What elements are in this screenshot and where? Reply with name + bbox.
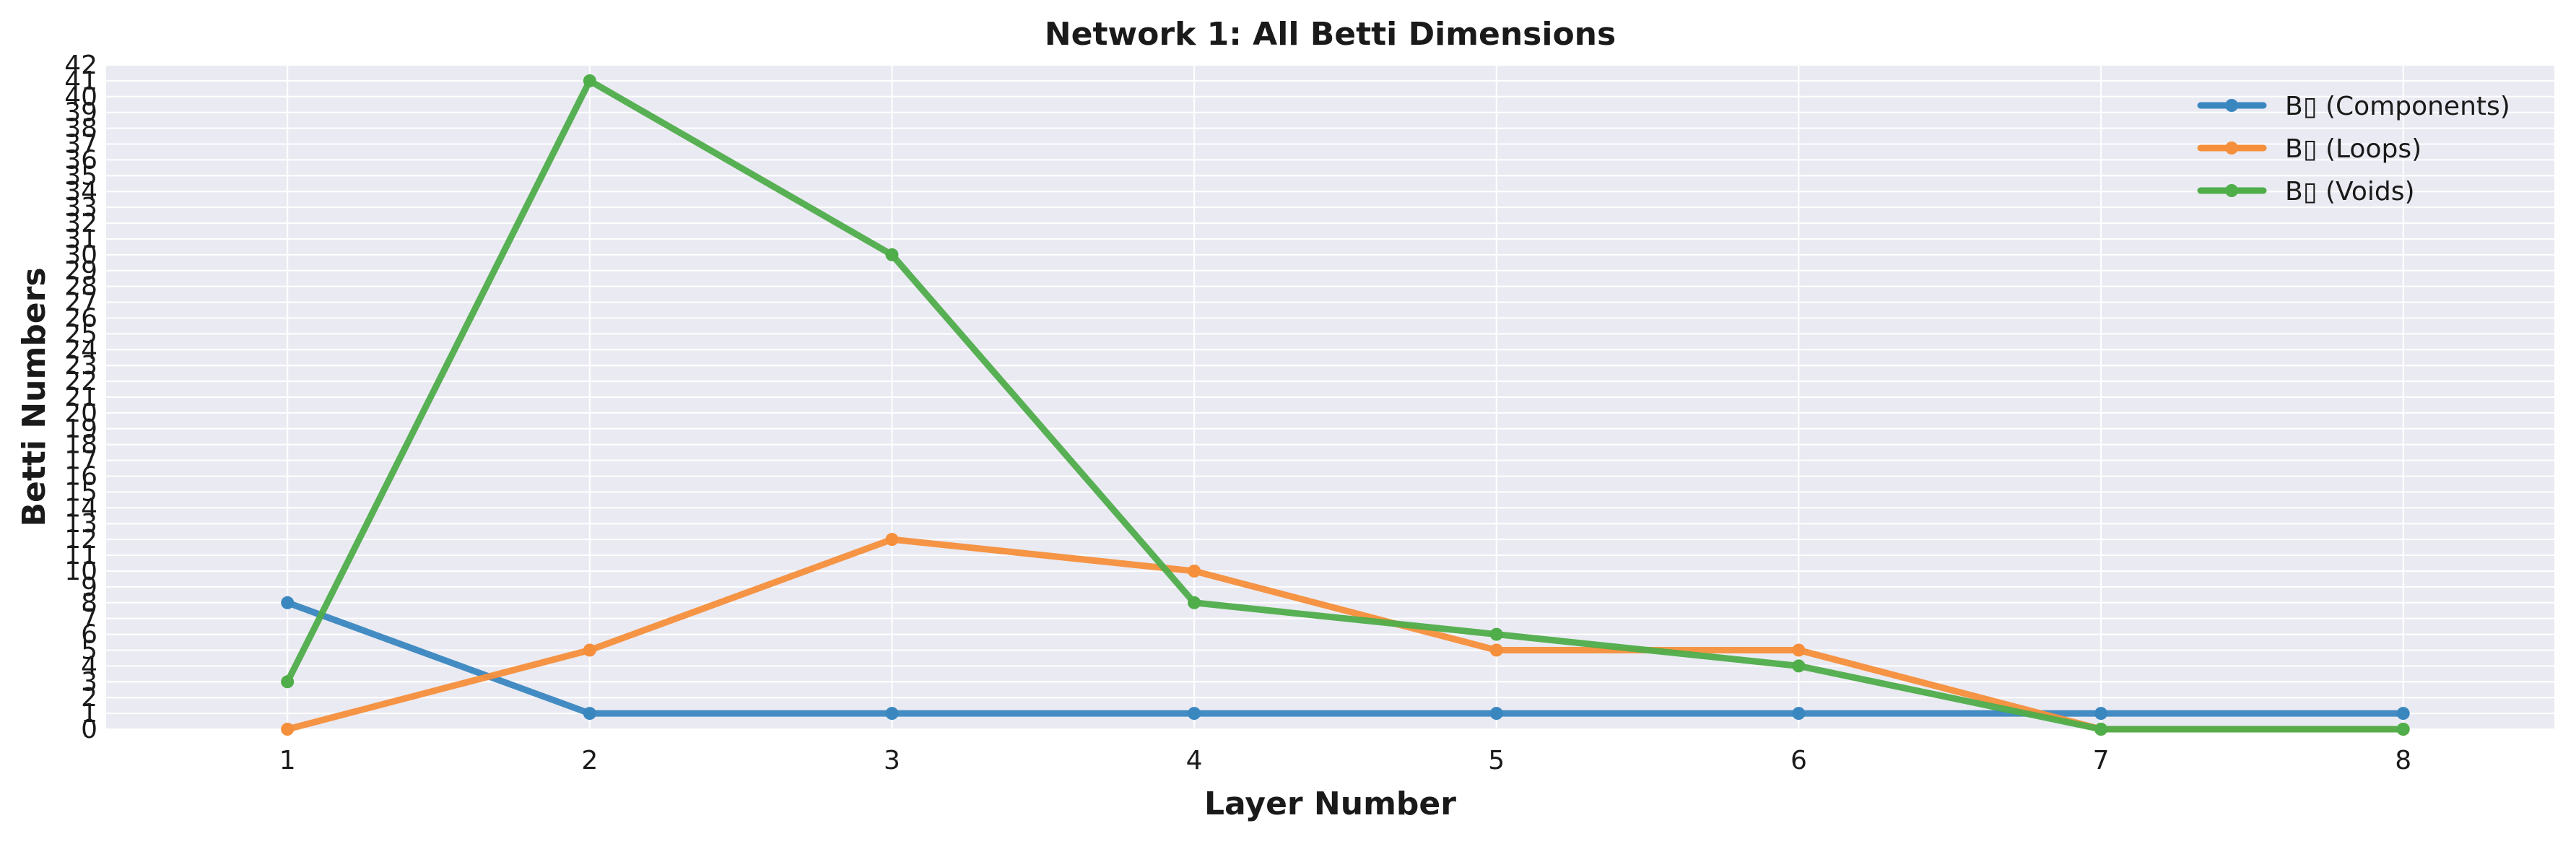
data-point [1188,707,1201,721]
data-point [2094,707,2108,721]
y-tick-label: 11 [64,541,97,570]
y-tick-label: 26 [64,303,97,333]
y-tick-label: 21 [64,383,97,412]
y-tick-label: 35 [64,161,97,191]
y-tick-label: 40 [64,82,97,112]
legend-marker [2225,142,2238,155]
y-axis-label: Betti Numbers [16,267,53,526]
data-point [1489,627,1503,641]
y-tick-label: 4 [81,651,97,681]
x-tick-label: 4 [1186,746,1203,775]
data-point [2094,723,2108,736]
data-point [885,248,899,261]
y-tick-label: 13 [64,509,97,539]
y-tick-label: 8 [81,588,97,618]
data-point [1489,707,1503,721]
x-axis-ticks: 1 2 3 4 5 6 7 8 [279,746,2411,775]
x-tick-label: 8 [2395,746,2411,775]
data-point [583,707,596,721]
y-axis-ticks: 0123456789101112131415161718192021222324… [64,51,97,744]
x-tick-label: 3 [884,746,900,775]
x-tick-label: 1 [279,746,296,775]
y-tick-label: 22 [64,367,97,396]
data-point [583,74,596,87]
x-tick-label: 5 [1488,746,1505,775]
legend-label: B▯ (Loops) [2285,134,2421,164]
data-point [281,675,295,689]
y-tick-label: 16 [64,462,97,492]
y-tick-label: 34 [64,177,97,206]
data-point [281,723,295,736]
data-point [281,596,295,609]
y-tick-label: 3 [81,667,97,697]
y-tick-label: 9 [81,573,97,602]
series-line-3 [284,77,2407,733]
y-tick-label: 42 [64,51,97,80]
y-tick-label: 6 [81,620,97,650]
data-point [2396,723,2410,736]
y-tick-label: 20 [64,399,97,428]
data-point [1489,643,1503,657]
y-tick-label: 28 [64,272,97,302]
series-lines [281,74,2410,736]
y-tick-label: 23 [64,351,97,380]
data-point [1792,643,1806,657]
y-tick-label: 14 [64,493,97,523]
y-tick-label: 1 [81,699,97,728]
y-tick-label: 37 [64,130,97,160]
y-tick-label: 32 [64,209,97,238]
y-tick-label: 15 [64,477,97,507]
y-tick-label: 38 [64,114,97,144]
y-tick-label: 41 [64,66,97,96]
x-tick-label: 2 [581,746,598,775]
y-tick-label: 31 [64,225,97,254]
y-tick-label: 30 [64,240,97,270]
y-tick-label: 2 [81,683,97,713]
y-tick-label: 12 [64,525,97,554]
data-point [583,643,596,657]
legend: B▯ (Components) B▯ (Loops) B▯ (Voids) [2197,92,2510,206]
data-point [1188,596,1201,609]
legend-marker [2225,99,2238,112]
y-tick-label: 5 [81,635,97,665]
y-tick-label: 33 [64,193,97,222]
data-point [1792,659,1806,673]
legend-label: B▯ (Voids) [2285,177,2415,206]
y-tick-label: 29 [64,256,97,286]
data-point [2396,707,2410,721]
y-tick-label: 7 [81,604,97,634]
legend-label: B▯ (Components) [2285,92,2510,121]
data-point [1792,707,1806,721]
chart-title: Network 1: All Betti Dimensions [1045,16,1616,53]
data-point [885,533,899,547]
y-tick-label: 19 [64,414,97,444]
legend-marker [2225,184,2238,197]
data-point [1188,564,1201,578]
y-tick-label: 10 [64,557,97,586]
y-tick-label: 17 [64,446,97,476]
y-tick-label: 27 [64,288,97,318]
x-tick-label: 7 [2093,746,2110,775]
data-point [885,707,899,721]
x-axis-label: Layer Number [1204,786,1456,822]
y-tick-label: 39 [64,98,97,128]
y-tick-label: 24 [64,335,97,365]
y-tick-label: 18 [64,430,97,460]
y-tick-label: 0 [81,715,97,744]
x-tick-label: 6 [1790,746,1807,775]
y-tick-label: 25 [64,319,97,349]
y-tick-label: 36 [64,145,97,175]
